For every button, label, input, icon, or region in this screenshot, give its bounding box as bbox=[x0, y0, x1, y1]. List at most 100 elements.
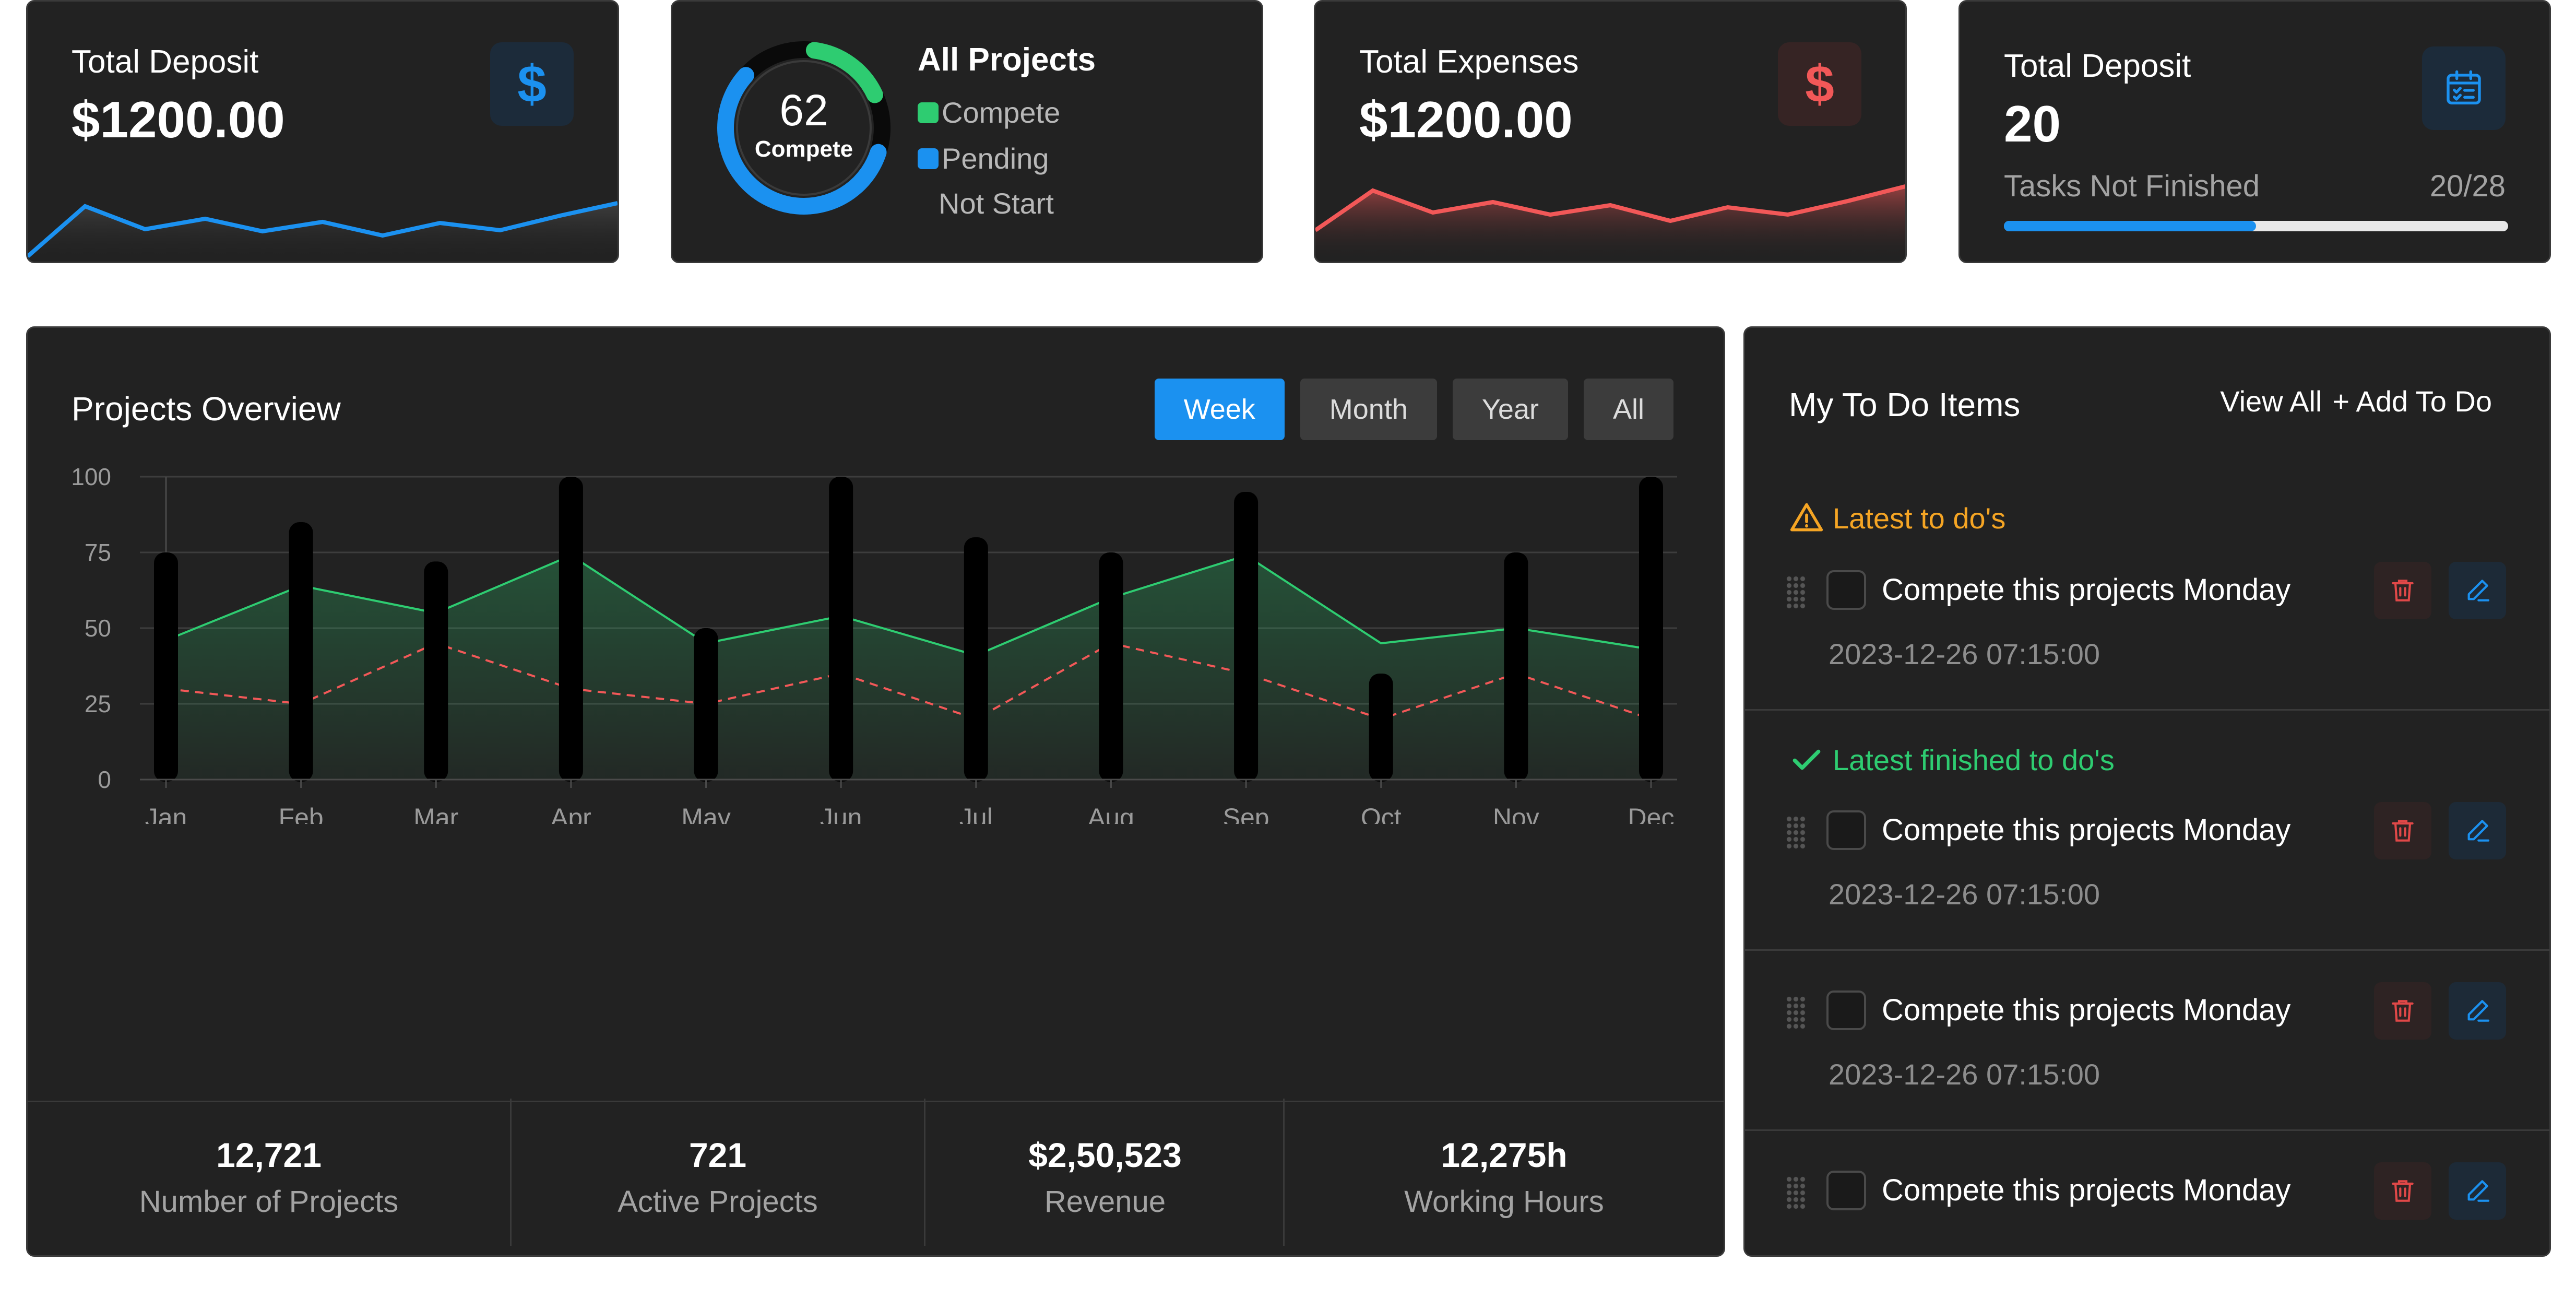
bar bbox=[424, 561, 448, 782]
stat-value: 12,721 bbox=[216, 1136, 322, 1174]
projects-card: 62 Compete All Projects Compete Pending … bbox=[671, 0, 1263, 263]
tasks-ratio: 20/28 bbox=[2429, 169, 2506, 203]
tasks-title: Total Deposit bbox=[2004, 48, 2191, 84]
legend-swatch-compete bbox=[918, 102, 939, 123]
finished-todos-heading: Latest finished to do's bbox=[1789, 742, 2549, 777]
stat-number-of-projects: 12,721 Number of Projects bbox=[28, 1099, 510, 1255]
legend-not-start: Not Start bbox=[939, 187, 1054, 220]
view-all-link[interactable]: View All bbox=[2220, 385, 2322, 418]
stat-divider bbox=[1283, 1099, 1285, 1246]
delete-button[interactable] bbox=[2374, 1162, 2431, 1220]
x-tick-label: Mar bbox=[413, 803, 458, 824]
deposit-sparkline bbox=[28, 201, 618, 262]
trash-icon bbox=[2392, 1180, 2414, 1202]
delete-button[interactable] bbox=[2374, 802, 2431, 859]
y-tick-label: 100 bbox=[71, 463, 111, 490]
projects-overview-chart: 100 75 50 25 0 Jan Feb Mar Apr May Jun Jul Aug Sep Oct… bbox=[71, 463, 1677, 824]
tasks-subtitle: Tasks Not Finished bbox=[2004, 169, 2260, 203]
todo-item[interactable]: Compete this projects Monday 2023-12-26 … bbox=[1745, 799, 2549, 911]
stat-divider bbox=[510, 1099, 512, 1246]
todo-item[interactable]: Compete this projects Monday 2023-12-26 … bbox=[1745, 979, 2549, 1091]
y-tick-label: 75 bbox=[85, 539, 111, 566]
bar bbox=[1504, 552, 1528, 782]
delete-button[interactable] bbox=[2374, 562, 2431, 619]
todo-divider bbox=[1745, 709, 2549, 711]
stat-value: 721 bbox=[688, 1136, 747, 1174]
todo-title: My To Do Items bbox=[1789, 386, 2021, 423]
x-tick-label: Dec bbox=[1628, 803, 1675, 824]
edit-button[interactable] bbox=[2449, 1162, 2506, 1220]
expenses-sparkline bbox=[1315, 184, 1905, 262]
expenses-card: Total Expenses $1200.00 $ bbox=[1314, 0, 1907, 263]
projects-donut: 62 Compete bbox=[717, 41, 891, 215]
stat-label: Working Hours bbox=[1404, 1185, 1604, 1219]
drag-handle-icon[interactable] bbox=[1786, 1176, 1807, 1209]
todo-card: My To Do Items View All + Add To Do Late… bbox=[1743, 326, 2551, 1257]
bar bbox=[1234, 492, 1259, 782]
tab-week[interactable]: Week bbox=[1154, 379, 1285, 440]
x-tick-label: Oct bbox=[1361, 803, 1402, 824]
todo-checkbox[interactable] bbox=[1826, 810, 1866, 850]
deposit-value: $1200.00 bbox=[72, 91, 285, 148]
stat-label: Number of Projects bbox=[139, 1185, 399, 1219]
bar bbox=[289, 522, 313, 782]
deposit-card: Total Deposit $1200.00 $ bbox=[26, 0, 619, 263]
stat-divider bbox=[924, 1099, 925, 1246]
y-tick-label: 50 bbox=[85, 615, 111, 642]
todo-item[interactable]: Compete this projects Monday 2023-12-26 … bbox=[1745, 559, 2549, 670]
pencil-icon bbox=[2467, 820, 2490, 842]
drag-handle-icon[interactable] bbox=[1786, 996, 1807, 1029]
delete-button[interactable] bbox=[2374, 982, 2431, 1040]
todo-checkbox[interactable] bbox=[1826, 1171, 1866, 1210]
todo-divider bbox=[1745, 949, 2549, 951]
dashed-series-line bbox=[165, 642, 1652, 721]
overview-title: Projects Overview bbox=[72, 390, 341, 428]
trash-icon bbox=[2392, 820, 2414, 842]
bar bbox=[1099, 552, 1123, 782]
tab-all[interactable]: All bbox=[1583, 379, 1673, 440]
x-tick-label: Jul bbox=[959, 803, 993, 824]
todo-text: Compete this projects Monday bbox=[1882, 993, 2291, 1027]
svg-text:62: 62 bbox=[779, 86, 828, 135]
todo-item[interactable]: Compete this projects Monday bbox=[1745, 1159, 2549, 1222]
expenses-title: Total Expenses bbox=[1359, 44, 1579, 80]
period-tabs: Week Month Year All bbox=[1154, 379, 1673, 440]
bar bbox=[1639, 477, 1663, 782]
edit-button[interactable] bbox=[2449, 562, 2506, 619]
deposit-title: Total Deposit bbox=[72, 44, 259, 80]
x-tick-label: May bbox=[681, 803, 730, 824]
stat-value: 12,275h bbox=[1441, 1136, 1568, 1174]
x-tick-label: Nov bbox=[1493, 803, 1539, 824]
todo-checkbox[interactable] bbox=[1826, 570, 1866, 610]
edit-button[interactable] bbox=[2449, 802, 2506, 859]
pencil-icon bbox=[2467, 1180, 2490, 1202]
bar bbox=[694, 628, 718, 782]
edit-button[interactable] bbox=[2449, 982, 2506, 1040]
tab-month[interactable]: Month bbox=[1300, 379, 1437, 440]
todo-text: Compete this projects Monday bbox=[1882, 1173, 2291, 1207]
todo-divider bbox=[1745, 1129, 2549, 1131]
area-series-line bbox=[165, 554, 1652, 657]
todo-header-actions: View All + Add To Do bbox=[2220, 384, 2492, 418]
todo-text: Compete this projects Monday bbox=[1882, 573, 2291, 607]
x-tick-label: Jun bbox=[820, 803, 862, 824]
todo-checkbox[interactable] bbox=[1826, 990, 1866, 1030]
stat-revenue: $2,50,523 Revenue bbox=[925, 1099, 1285, 1255]
stat-working-hours: 12,275h Working Hours bbox=[1285, 1099, 1724, 1255]
drag-handle-icon[interactable] bbox=[1786, 816, 1807, 849]
trash-icon bbox=[2392, 1000, 2414, 1022]
latest-todos-heading: Latest to do's bbox=[1789, 500, 2549, 536]
tasks-card: Total Deposit 20 Tasks Not Finished 20/2… bbox=[1958, 0, 2551, 263]
todo-time: 2023-12-26 07:15:00 bbox=[1829, 638, 2100, 670]
area-fill bbox=[166, 555, 1651, 780]
pencil-icon bbox=[2467, 580, 2490, 602]
stats-divider bbox=[28, 1101, 1724, 1102]
add-todo-link[interactable]: + Add To Do bbox=[2332, 385, 2492, 418]
calendar-check-icon bbox=[2422, 46, 2506, 130]
tasks-value: 20 bbox=[2004, 95, 2061, 152]
pencil-icon bbox=[2467, 1000, 2490, 1022]
drag-handle-icon[interactable] bbox=[1786, 575, 1807, 609]
y-tick-label: 25 bbox=[85, 690, 111, 717]
bar bbox=[559, 477, 583, 782]
tab-year[interactable]: Year bbox=[1452, 379, 1568, 440]
